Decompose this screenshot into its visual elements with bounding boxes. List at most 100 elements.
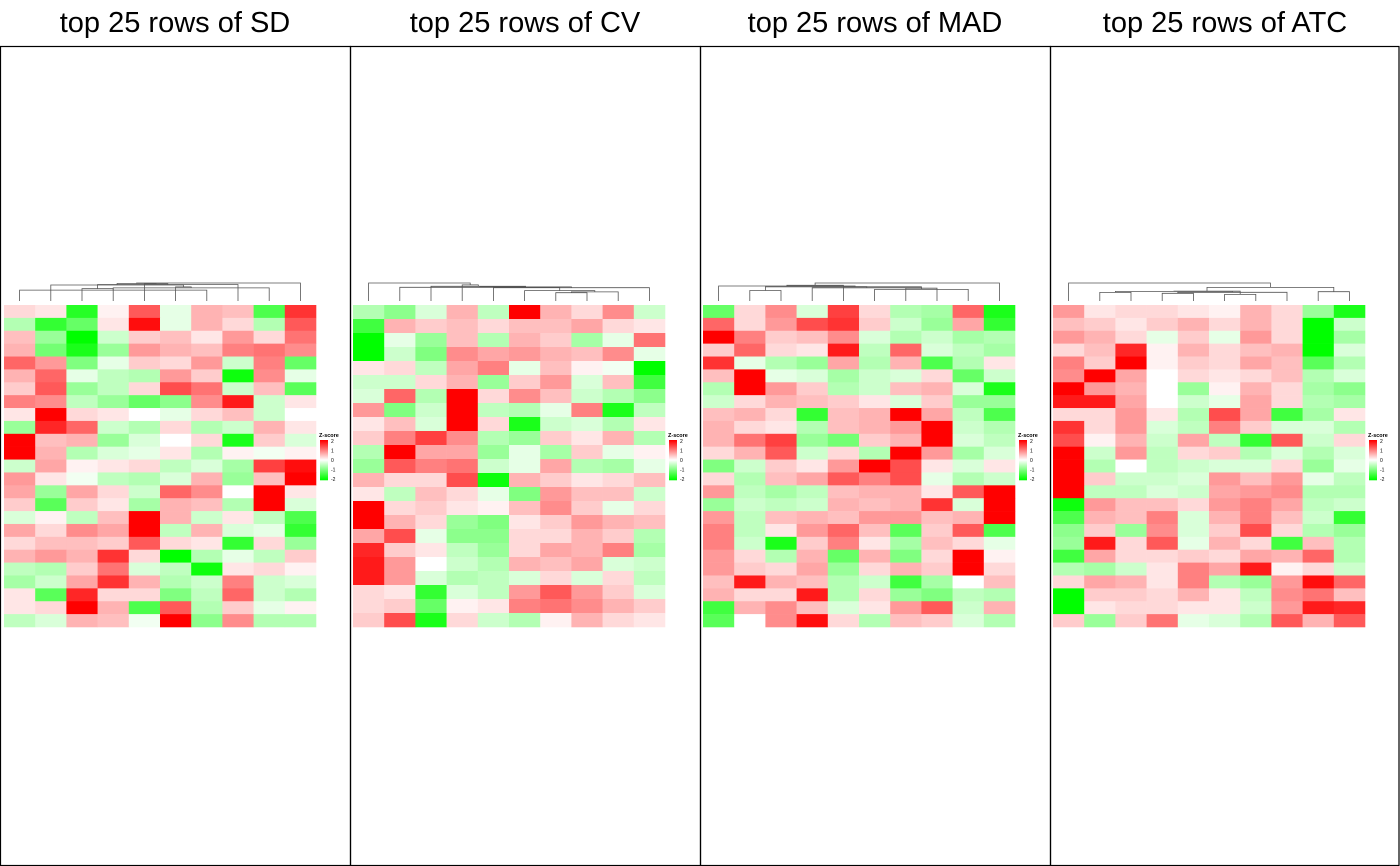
dendrogram-branch — [718, 285, 856, 301]
heatmap-cell — [415, 501, 447, 516]
heatmap-cell — [97, 317, 130, 332]
heatmap-cell — [1302, 382, 1335, 396]
heatmap-cell — [633, 431, 666, 446]
heatmap-cell — [1271, 305, 1303, 319]
heatmap-cell — [191, 408, 223, 422]
heatmap-cell — [97, 614, 130, 628]
heatmap-cell — [284, 549, 317, 563]
heatmap-cell — [97, 472, 130, 486]
heatmap-cell — [952, 317, 985, 332]
heatmap-cell — [128, 459, 161, 473]
heatmap-cell — [859, 549, 891, 563]
heatmap-cell — [353, 585, 385, 600]
legend-color-step — [1019, 472, 1027, 474]
heatmap-cell — [4, 446, 36, 460]
heatmap-cell — [796, 459, 829, 473]
heatmap-cell — [384, 431, 416, 446]
heatmap-cell — [1240, 536, 1272, 551]
legend-color-step — [1019, 446, 1027, 448]
legend-color-step — [320, 472, 328, 474]
heatmap-cell — [128, 536, 161, 551]
legend-color-step — [669, 464, 677, 466]
heatmap-cell — [571, 585, 603, 600]
heatmap-cell — [952, 408, 985, 422]
legend-tick-label: -2 — [331, 477, 336, 483]
heatmap-cell — [1209, 343, 1241, 357]
heatmap-cell — [35, 523, 67, 538]
heatmap-cell — [540, 445, 572, 460]
legend-color-step — [669, 470, 677, 472]
heatmap-cell — [97, 408, 130, 422]
legend-color-step — [1369, 471, 1377, 473]
heatmap-cell — [222, 305, 254, 319]
heatmap-cell — [128, 498, 161, 512]
heatmap-cell — [890, 459, 922, 473]
heatmap-cell — [859, 536, 891, 551]
heatmap-cell — [703, 433, 735, 447]
legend-color-step — [1369, 464, 1377, 466]
heatmap-cell — [1084, 356, 1116, 370]
heatmap-cell — [571, 515, 603, 530]
heatmap-cell — [415, 585, 447, 600]
heatmap-cell — [477, 333, 510, 348]
heatmap-cell — [477, 389, 510, 404]
heatmap-cell — [415, 487, 447, 502]
heatmap-cell — [477, 571, 510, 586]
heatmap-cell — [633, 599, 666, 614]
heatmap-cell — [1209, 305, 1241, 319]
heatmap-cell — [1115, 305, 1147, 319]
heatmap-cell — [191, 395, 223, 409]
heatmap-cell — [859, 343, 891, 357]
heatmap-cell — [1271, 562, 1303, 576]
heatmap-cell — [703, 601, 735, 615]
heatmap-cell — [1053, 498, 1085, 512]
heatmap-cell — [509, 501, 541, 516]
heatmap-cell — [921, 549, 953, 563]
heatmap-cell — [509, 431, 541, 446]
heatmap-cell — [1302, 369, 1335, 383]
heatmap-cell — [353, 389, 385, 404]
legend-color-step — [669, 443, 677, 445]
heatmap-cell — [1209, 472, 1241, 486]
heatmap-cell — [602, 347, 635, 362]
legend-color-step — [1369, 445, 1377, 447]
heatmap-cell — [222, 408, 254, 422]
heatmap-cell — [284, 408, 317, 422]
heatmap-cell — [66, 498, 98, 512]
legend-tick-label: 2 — [331, 439, 334, 445]
heatmap-cell — [97, 395, 130, 409]
heatmap-cell — [1302, 562, 1335, 576]
heatmap-cell — [384, 473, 416, 488]
heatmap-cell — [734, 446, 766, 460]
legend-color-step — [1019, 477, 1027, 479]
legend-color-step — [1019, 454, 1027, 456]
legend-color-step — [669, 440, 677, 442]
legend-color-step — [1369, 459, 1377, 461]
heatmap-cell — [540, 347, 572, 362]
heatmap-cell — [160, 356, 192, 370]
heatmap-cell — [890, 317, 922, 332]
heatmap-cell — [1333, 343, 1366, 357]
legend-color-step — [1369, 469, 1377, 471]
legend-tick-label: 0 — [1380, 458, 1383, 464]
heatmap-cell — [97, 382, 130, 396]
heatmap-cell — [253, 562, 286, 576]
heatmap-cell — [983, 305, 1016, 319]
heatmap-cell — [540, 319, 572, 334]
heatmap-cell — [1084, 614, 1116, 628]
heatmap-cell — [890, 601, 922, 615]
heatmap-cell — [703, 446, 735, 460]
legend-tick-label: 1 — [1380, 449, 1383, 455]
heatmap-cell — [1084, 588, 1116, 602]
heatmap-cell — [1271, 523, 1303, 538]
legend-color-step — [1369, 440, 1377, 442]
heatmap-cell — [446, 459, 479, 474]
heatmap-cell — [1084, 549, 1116, 563]
heatmap-cell — [540, 431, 572, 446]
heatmap-cell — [765, 408, 797, 422]
heatmap-cell — [1333, 433, 1366, 447]
heatmap-cell — [253, 446, 286, 460]
heatmap-cell — [921, 369, 953, 383]
heatmap-cell — [1084, 317, 1116, 332]
legend-title: Z-score — [1018, 433, 1038, 439]
